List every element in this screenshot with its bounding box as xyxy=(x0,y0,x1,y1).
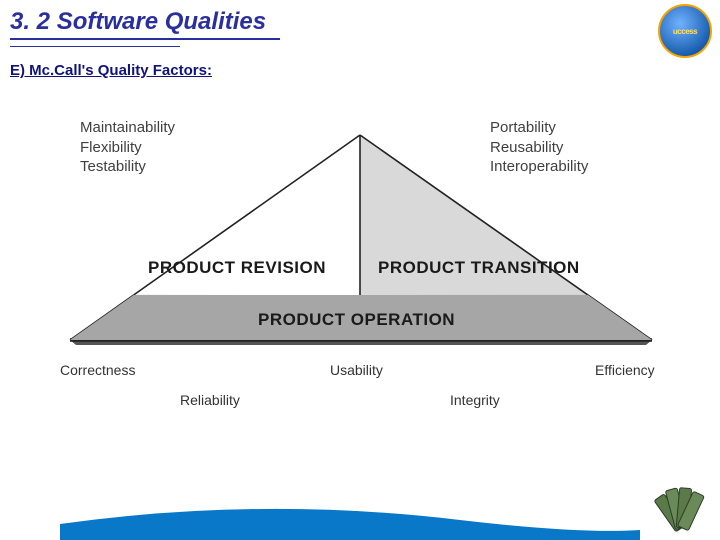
factor-label-reliability: Reliability xyxy=(180,392,240,408)
page-title: 3. 2 Software Qualities xyxy=(10,8,280,36)
factor-label-correctness: Correctness xyxy=(60,362,135,378)
factor-label-usability: Usability xyxy=(330,362,383,378)
title-block: 3. 2 Software Qualities xyxy=(10,8,280,47)
category-transition: PRODUCT TRANSITION xyxy=(378,258,580,278)
mccall-triangle-diagram: Maintainability Flexibility Testability … xyxy=(40,110,680,430)
title-underline xyxy=(10,38,280,40)
category-operation: PRODUCT OPERATION xyxy=(258,310,455,330)
subtitle: E) Mc.Call's Quality Factors: xyxy=(10,62,212,79)
brand-logo: uccess xyxy=(658,4,712,58)
title-underline-secondary xyxy=(10,46,180,47)
factor-label-efficiency: Efficiency xyxy=(595,362,655,378)
footer-swoosh xyxy=(0,476,720,540)
factor-label-integrity: Integrity xyxy=(450,392,500,408)
category-revision: PRODUCT REVISION xyxy=(148,258,326,278)
brand-logo-text: uccess xyxy=(673,27,697,36)
slide: 3. 2 Software Qualities E) Mc.Call's Qua… xyxy=(0,0,720,540)
money-fan-icon xyxy=(652,486,712,534)
